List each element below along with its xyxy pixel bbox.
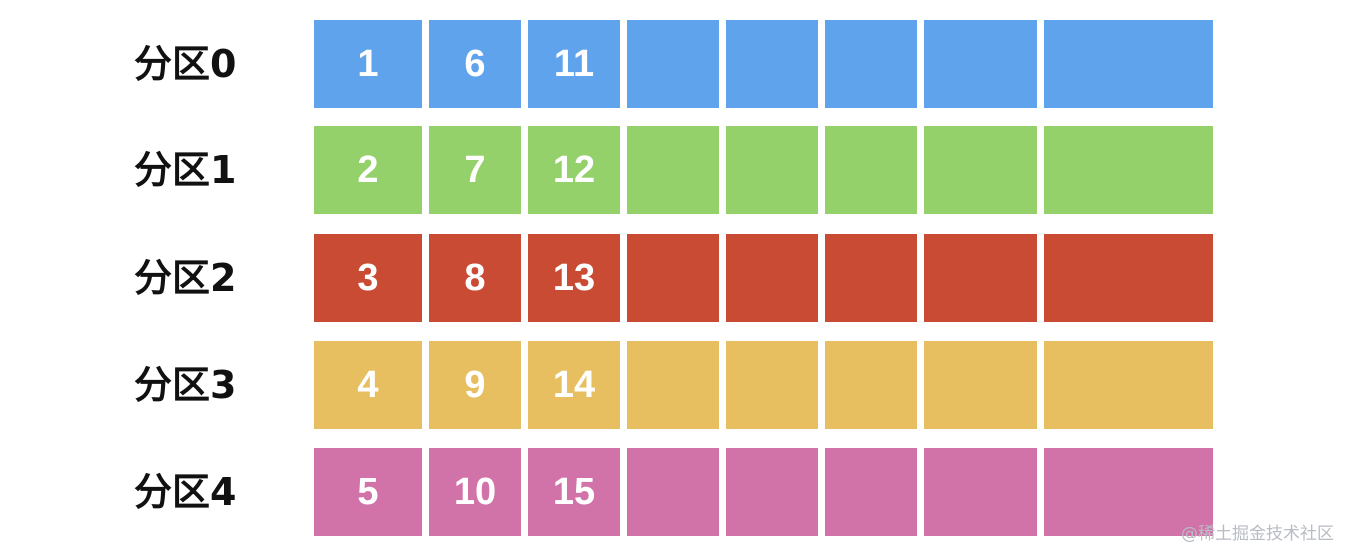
empty-cell — [627, 126, 719, 214]
empty-cell — [726, 234, 818, 322]
message-cell: 14 — [528, 341, 620, 429]
message-cell: 12 — [528, 126, 620, 214]
message-cell: 15 — [528, 448, 620, 536]
empty-cell — [924, 20, 1037, 108]
message-cell: 2 — [314, 126, 422, 214]
partition-row-3: 分区3 4 9 14 — [0, 341, 1352, 429]
message-cell: 5 — [314, 448, 422, 536]
partition-label-1: 分区1 — [134, 148, 237, 192]
empty-cell — [627, 448, 719, 536]
empty-cell — [924, 448, 1037, 536]
empty-cell — [924, 234, 1037, 322]
empty-cell — [825, 341, 917, 429]
empty-cell — [825, 126, 917, 214]
message-cell: 13 — [528, 234, 620, 322]
empty-cell — [627, 341, 719, 429]
message-cell: 7 — [429, 126, 521, 214]
empty-cell — [1044, 448, 1213, 536]
message-cell: 3 — [314, 234, 422, 322]
empty-cell — [726, 341, 818, 429]
partition-row-4: 分区4 5 10 15 — [0, 448, 1352, 536]
partition-row-2: 分区2 3 8 13 — [0, 234, 1352, 322]
empty-cell — [627, 20, 719, 108]
partition-cells-1: 2 7 12 — [314, 126, 1216, 214]
empty-cell — [1044, 20, 1213, 108]
message-cell: 11 — [528, 20, 620, 108]
empty-cell — [1044, 341, 1213, 429]
empty-cell — [726, 126, 818, 214]
empty-cell — [825, 448, 917, 536]
empty-cell — [627, 234, 719, 322]
partition-cells-4: 5 10 15 — [314, 448, 1216, 536]
partition-label-2: 分区2 — [134, 256, 237, 300]
message-cell: 9 — [429, 341, 521, 429]
message-cell: 10 — [429, 448, 521, 536]
message-cell: 4 — [314, 341, 422, 429]
message-cell: 8 — [429, 234, 521, 322]
partition-cells-3: 4 9 14 — [314, 341, 1216, 429]
empty-cell — [825, 20, 917, 108]
partition-label-0: 分区0 — [134, 42, 237, 86]
empty-cell — [726, 20, 818, 108]
watermark: @稀土掘金技术社区 — [1181, 524, 1334, 544]
partition-label-4: 分区4 — [134, 470, 237, 514]
empty-cell — [726, 448, 818, 536]
empty-cell — [1044, 234, 1213, 322]
partition-label-3: 分区3 — [134, 363, 237, 407]
empty-cell — [1044, 126, 1213, 214]
message-cell: 6 — [429, 20, 521, 108]
message-cell: 1 — [314, 20, 422, 108]
empty-cell — [924, 341, 1037, 429]
partition-cells-0: 1 6 11 — [314, 20, 1216, 108]
partition-row-1: 分区1 2 7 12 — [0, 126, 1352, 214]
partition-cells-2: 3 8 13 — [314, 234, 1216, 322]
empty-cell — [924, 126, 1037, 214]
empty-cell — [825, 234, 917, 322]
partition-row-0: 分区0 1 6 11 — [0, 20, 1352, 108]
